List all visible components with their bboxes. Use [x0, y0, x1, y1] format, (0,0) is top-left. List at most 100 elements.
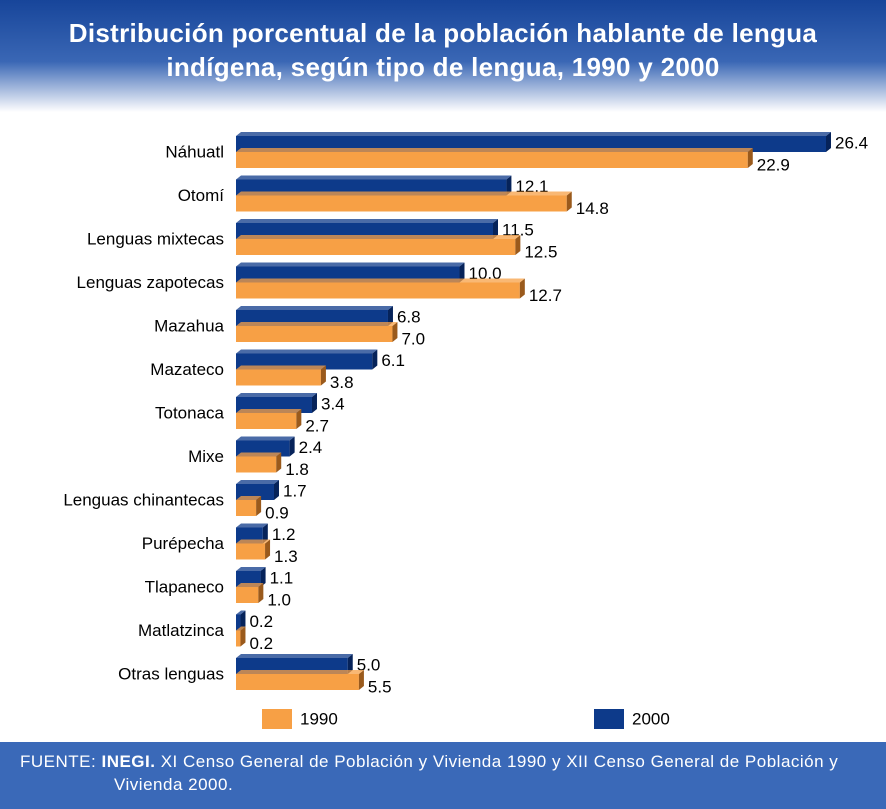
legend-swatch: [262, 709, 292, 729]
bar-side: [459, 262, 465, 283]
source: FUENTE: INEGI. XI Censo General de Pobla…: [20, 750, 866, 796]
y-tick-label: Tlapaneco: [145, 577, 224, 596]
bar: [236, 630, 241, 647]
bar-top: [236, 278, 525, 283]
bar-top: [236, 409, 302, 413]
value-label: 1.8: [285, 460, 309, 479]
y-tick-label: Mazahua: [154, 316, 224, 335]
bar-side: [265, 539, 271, 560]
bar-side: [296, 409, 302, 429]
bar-side: [273, 480, 279, 500]
y-tick-label: Otomí: [178, 186, 225, 205]
value-label: 1.2: [272, 525, 296, 544]
bar-top: [236, 539, 271, 544]
y-tick-label: Lenguas mixtecas: [87, 229, 224, 248]
bar-top: [236, 191, 572, 196]
bar: [236, 239, 516, 255]
bar-side: [256, 496, 262, 516]
legend-label: 1990: [300, 709, 338, 728]
bar-side: [566, 191, 572, 212]
y-tick-label: Mazateco: [150, 360, 224, 379]
value-label: 3.8: [330, 373, 354, 392]
bar-top: [236, 349, 378, 354]
value-label: 22.9: [757, 155, 790, 174]
value-label: 6.1: [381, 351, 405, 370]
y-tick-label: Matlatzinca: [138, 621, 225, 640]
bar-top: [236, 175, 512, 180]
bar-top: [236, 610, 246, 615]
bar: [236, 500, 257, 516]
bar: [236, 543, 266, 560]
bar: [236, 152, 748, 168]
bar-top: [236, 452, 282, 457]
value-label: 1.1: [270, 568, 294, 587]
bar-side: [258, 583, 264, 603]
value-label: 26.4: [835, 133, 868, 152]
bar-side: [747, 148, 753, 168]
bar-top: [236, 523, 268, 528]
bar-top: [236, 583, 264, 587]
bar: [236, 674, 359, 690]
value-label: 2.7: [305, 416, 329, 435]
bar-top: [236, 219, 499, 223]
bar: [236, 413, 297, 429]
value-label: 12.1: [515, 177, 548, 196]
source-text: XI Censo General de Población y Vivienda…: [114, 752, 839, 794]
legend-label: 2000: [632, 709, 670, 728]
y-tick-label: Lenguas zapotecas: [77, 273, 224, 292]
bar-side: [320, 365, 326, 386]
bar: [236, 456, 277, 473]
value-label: 11.5: [502, 220, 534, 239]
bar: [236, 369, 321, 386]
y-tick-label: Mixe: [188, 447, 224, 466]
bar-top: [236, 436, 295, 441]
value-label: 1.7: [283, 481, 307, 500]
bar-side: [311, 393, 317, 413]
bar-side: [240, 610, 246, 631]
value-label: 2.4: [299, 438, 323, 457]
value-label: 5.0: [357, 655, 381, 674]
bar-side: [515, 235, 521, 255]
legend-swatch: [594, 709, 624, 729]
value-label: 14.8: [576, 199, 609, 218]
value-label: 0.2: [249, 634, 273, 653]
bar-side: [347, 654, 353, 674]
bar-top: [236, 235, 521, 239]
bar-side: [519, 278, 525, 299]
value-label: 5.5: [368, 677, 392, 696]
value-label: 7.0: [401, 329, 425, 348]
bar: [236, 587, 259, 603]
y-tick-label: Totonaca: [155, 403, 225, 422]
y-tick-label: Otras lenguas: [118, 664, 224, 683]
value-label: 3.4: [321, 394, 345, 413]
bar-top: [236, 132, 831, 136]
value-label: 10.0: [468, 264, 501, 283]
value-label: 0.2: [249, 612, 273, 631]
bar-top: [236, 393, 317, 397]
chart-title: Distribución porcentual de la población …: [68, 18, 818, 82]
bar-top: [236, 148, 753, 152]
value-label: 12.5: [524, 242, 557, 261]
bar-top: [236, 626, 246, 631]
bar-top: [236, 365, 326, 370]
bar-side: [262, 523, 268, 544]
value-label: 1.0: [267, 590, 291, 609]
bar-top: [236, 322, 398, 326]
y-tick-label: Náhuatl: [165, 142, 224, 161]
bar-side: [289, 436, 295, 457]
bar-side: [826, 132, 831, 152]
bar-side: [260, 567, 266, 587]
bar-side: [372, 349, 378, 370]
bar: [236, 282, 520, 299]
bar-top: [236, 480, 279, 484]
bar-top: [236, 567, 266, 571]
footer: FUENTE: INEGI. XI Censo General de Pobla…: [0, 742, 886, 809]
bar-top: [236, 262, 465, 267]
header: Distribución porcentual de la población …: [0, 0, 886, 112]
value-label: 1.3: [274, 547, 298, 566]
bar: [236, 195, 567, 212]
y-tick-label: Lenguas chinantecas: [63, 490, 224, 509]
source-org: INEGI.: [101, 752, 156, 771]
